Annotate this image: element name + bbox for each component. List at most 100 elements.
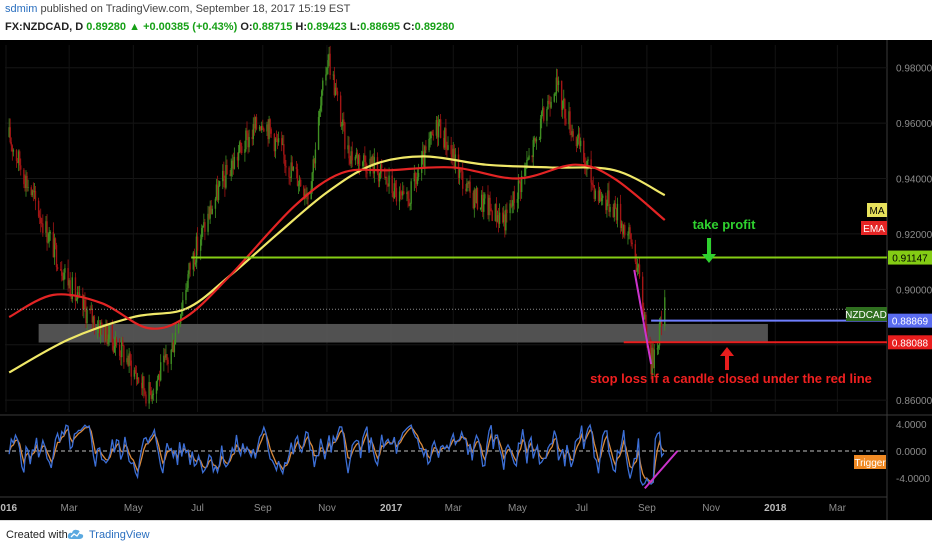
candle-body bbox=[150, 391, 152, 399]
trigger-tag bbox=[854, 455, 886, 469]
candle bbox=[619, 194, 622, 234]
candle-body bbox=[429, 138, 431, 140]
candle bbox=[157, 373, 160, 380]
candle bbox=[347, 135, 349, 154]
candle-body bbox=[546, 109, 548, 121]
candle bbox=[394, 180, 397, 198]
candle-body bbox=[141, 382, 143, 389]
candle-body bbox=[222, 170, 224, 182]
candle-body bbox=[214, 198, 217, 209]
candle bbox=[513, 185, 515, 210]
candle bbox=[495, 197, 498, 228]
candle-body bbox=[268, 119, 270, 140]
candle bbox=[395, 179, 398, 206]
candle-body bbox=[332, 74, 334, 76]
candle bbox=[364, 146, 366, 171]
candle bbox=[86, 306, 88, 330]
candle-body bbox=[525, 167, 527, 169]
candle-body bbox=[542, 107, 544, 112]
candle-body bbox=[620, 223, 623, 228]
candle bbox=[222, 164, 224, 190]
candle-body bbox=[371, 156, 373, 165]
candle-body bbox=[538, 138, 541, 140]
time-tick-label: May bbox=[508, 503, 527, 514]
candle-body bbox=[453, 148, 456, 168]
candle bbox=[282, 134, 284, 146]
candle-body bbox=[15, 150, 18, 161]
candle bbox=[41, 217, 43, 228]
candle-body bbox=[531, 155, 533, 158]
candle-body bbox=[263, 128, 265, 132]
candle-body bbox=[298, 179, 301, 185]
entry-price-tag-bg bbox=[888, 313, 932, 328]
candle bbox=[494, 203, 497, 222]
candle-body bbox=[388, 175, 390, 187]
candle bbox=[319, 96, 322, 117]
candle bbox=[135, 365, 138, 386]
candle bbox=[166, 354, 168, 366]
take-profit-price-tag-label: 0.91147 bbox=[892, 254, 928, 265]
candle bbox=[266, 121, 268, 136]
chart-canvas[interactable]: take profit stop loss if a candle closed … bbox=[0, 40, 932, 520]
candle bbox=[313, 157, 316, 168]
candle-body bbox=[339, 95, 342, 126]
candle bbox=[543, 105, 545, 123]
candle-body bbox=[619, 203, 622, 228]
candle-body bbox=[304, 193, 306, 197]
time-tick-label: Nov bbox=[318, 503, 336, 514]
candle-body bbox=[578, 133, 581, 147]
candle bbox=[458, 167, 461, 185]
candle-body bbox=[612, 206, 614, 217]
candle bbox=[299, 177, 302, 187]
candle-body bbox=[41, 223, 43, 224]
candle-body bbox=[186, 287, 188, 290]
ma-line bbox=[8, 155, 666, 374]
candle-body bbox=[290, 162, 292, 178]
candle bbox=[38, 210, 41, 225]
candle bbox=[531, 155, 533, 163]
candle-body bbox=[576, 138, 579, 147]
author-name[interactable]: sdmim bbox=[5, 3, 38, 15]
candle bbox=[333, 66, 336, 98]
candle-body bbox=[634, 244, 637, 262]
candle bbox=[407, 190, 409, 208]
candle bbox=[444, 127, 446, 150]
candle bbox=[209, 200, 211, 224]
candle bbox=[156, 375, 159, 391]
candle bbox=[457, 147, 460, 184]
candle bbox=[410, 178, 412, 210]
candle-body bbox=[447, 145, 449, 150]
candle bbox=[445, 118, 447, 156]
candle bbox=[351, 141, 353, 168]
candle bbox=[40, 208, 42, 233]
candle bbox=[577, 125, 580, 145]
candle-body bbox=[181, 309, 183, 315]
up-triangle-icon: ▲ bbox=[129, 21, 140, 33]
candle-body bbox=[127, 358, 129, 366]
candle bbox=[238, 140, 241, 154]
candle-body bbox=[616, 203, 619, 221]
candle-body bbox=[364, 155, 366, 163]
candle-body bbox=[343, 119, 345, 123]
candle bbox=[386, 168, 388, 192]
candle-body bbox=[283, 144, 285, 155]
candle bbox=[53, 233, 56, 265]
candle bbox=[136, 372, 139, 385]
candle-body bbox=[431, 131, 433, 135]
candle-body bbox=[491, 211, 493, 222]
candle bbox=[259, 125, 262, 132]
candle-body bbox=[468, 181, 470, 184]
candle bbox=[342, 112, 344, 134]
candle-body bbox=[137, 377, 140, 383]
candle bbox=[572, 128, 574, 141]
candle bbox=[641, 271, 644, 313]
candle bbox=[33, 183, 36, 200]
candle bbox=[226, 159, 228, 175]
candle-body bbox=[490, 208, 492, 212]
candle bbox=[273, 133, 276, 157]
candle-body bbox=[83, 299, 85, 310]
candle-body bbox=[509, 203, 511, 214]
candle bbox=[62, 272, 64, 281]
tradingview-brand-link[interactable]: TradingView bbox=[89, 529, 150, 541]
candle bbox=[553, 92, 555, 103]
